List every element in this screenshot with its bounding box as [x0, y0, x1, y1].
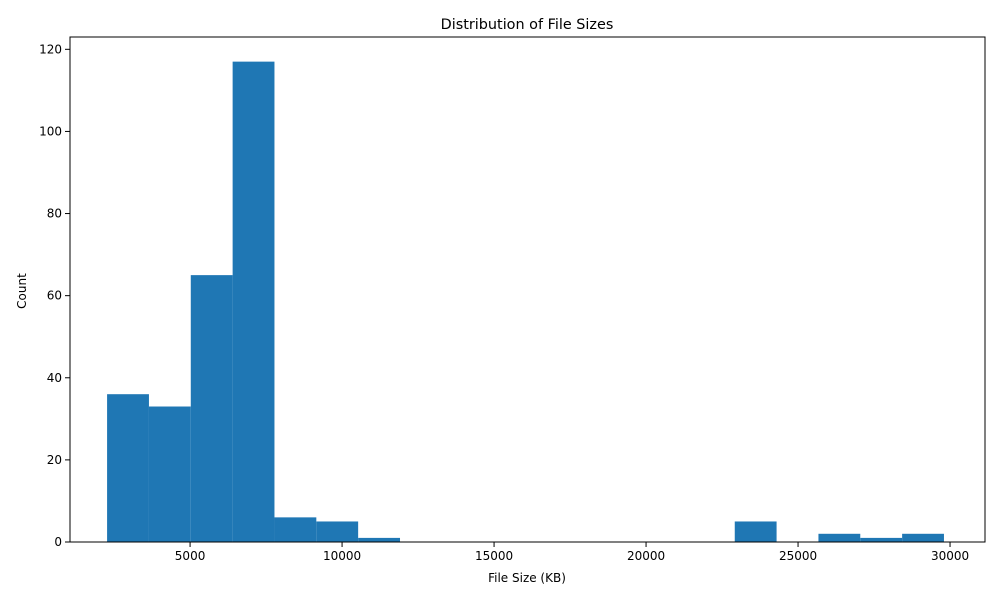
histogram-bar-0 — [107, 394, 149, 542]
plot-frame — [69, 36, 986, 543]
x-tick-label: 30000 — [931, 549, 969, 563]
y-tick-label: 120 — [39, 42, 62, 56]
histogram-bar-17 — [818, 533, 861, 542]
bars-group — [107, 61, 944, 542]
histogram-bar-18 — [860, 537, 903, 542]
y-tick-label: 100 — [39, 124, 62, 138]
y-tick-label: 40 — [47, 371, 62, 385]
histogram-bar-5 — [316, 521, 359, 542]
x-tick-label: 10000 — [323, 549, 361, 563]
histogram-bar-3 — [232, 61, 275, 542]
histogram-bar-4 — [274, 517, 317, 542]
histogram-bar-6 — [358, 537, 401, 542]
y-axis-title: Count — [15, 273, 29, 309]
y-tick-label: 80 — [47, 207, 62, 221]
x-tick-label: 25000 — [779, 549, 817, 563]
y-axis: 0 20 40 60 80 100 120 — [39, 42, 70, 549]
chart-title: Distribution of File Sizes — [441, 17, 614, 33]
x-tick-label: 15000 — [475, 549, 513, 563]
y-tick-label: 0 — [54, 535, 62, 549]
histogram-bar-1 — [148, 406, 191, 542]
x-axis: 5000 10000 15000 20000 25000 30000 — [175, 542, 969, 563]
histogram-bar-2 — [190, 275, 233, 542]
x-tick-label: 20000 — [627, 549, 665, 563]
x-tick-label: 5000 — [175, 549, 206, 563]
x-axis-title: File Size (KB) — [488, 571, 566, 585]
y-tick-label: 60 — [47, 289, 62, 303]
histogram-bar-19 — [902, 533, 944, 542]
y-tick-label: 20 — [47, 453, 62, 467]
histogram-bar-15 — [734, 521, 777, 542]
